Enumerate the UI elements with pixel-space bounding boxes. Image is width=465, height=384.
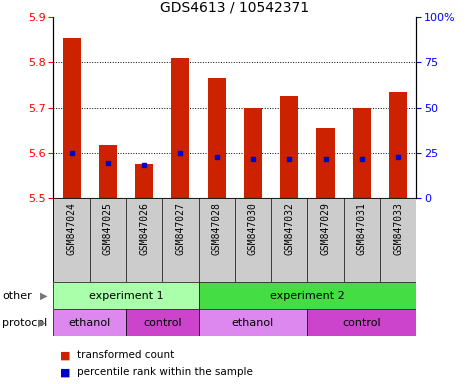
- Bar: [316, 128, 334, 198]
- Text: control: control: [342, 318, 381, 328]
- Text: ▶: ▶: [38, 318, 46, 328]
- Bar: [199, 309, 307, 336]
- Text: GSM847032: GSM847032: [284, 202, 294, 255]
- Text: experiment 2: experiment 2: [270, 291, 345, 301]
- Bar: [307, 309, 416, 336]
- Text: ethanol: ethanol: [232, 318, 274, 328]
- Text: GSM847033: GSM847033: [393, 202, 403, 255]
- Text: other: other: [2, 291, 32, 301]
- Bar: [171, 58, 189, 198]
- Text: GSM847030: GSM847030: [248, 202, 258, 255]
- Bar: [62, 38, 80, 198]
- Bar: [352, 108, 371, 198]
- Text: transformed count: transformed count: [77, 350, 174, 360]
- Text: ■: ■: [60, 350, 71, 360]
- Bar: [199, 282, 416, 309]
- Text: GSM847028: GSM847028: [212, 202, 222, 255]
- Text: GSM847027: GSM847027: [175, 202, 186, 255]
- Text: ▶: ▶: [40, 291, 47, 301]
- Bar: [135, 164, 153, 198]
- Text: ■: ■: [60, 367, 71, 377]
- Text: GSM847026: GSM847026: [139, 202, 149, 255]
- Bar: [207, 78, 226, 198]
- Text: protocol: protocol: [2, 318, 47, 328]
- Bar: [126, 309, 199, 336]
- Text: GSM847029: GSM847029: [320, 202, 331, 255]
- Title: GDS4613 / 10542371: GDS4613 / 10542371: [160, 1, 309, 15]
- Text: percentile rank within the sample: percentile rank within the sample: [77, 367, 252, 377]
- Bar: [53, 309, 126, 336]
- Bar: [389, 92, 407, 198]
- Text: GSM847024: GSM847024: [66, 202, 77, 255]
- Bar: [99, 145, 117, 198]
- Bar: [280, 96, 298, 198]
- Text: control: control: [143, 318, 182, 328]
- Text: GSM847031: GSM847031: [357, 202, 367, 255]
- Text: ethanol: ethanol: [69, 318, 111, 328]
- Text: GSM847025: GSM847025: [103, 202, 113, 255]
- Bar: [53, 282, 199, 309]
- Text: experiment 1: experiment 1: [89, 291, 163, 301]
- Bar: [244, 108, 262, 198]
